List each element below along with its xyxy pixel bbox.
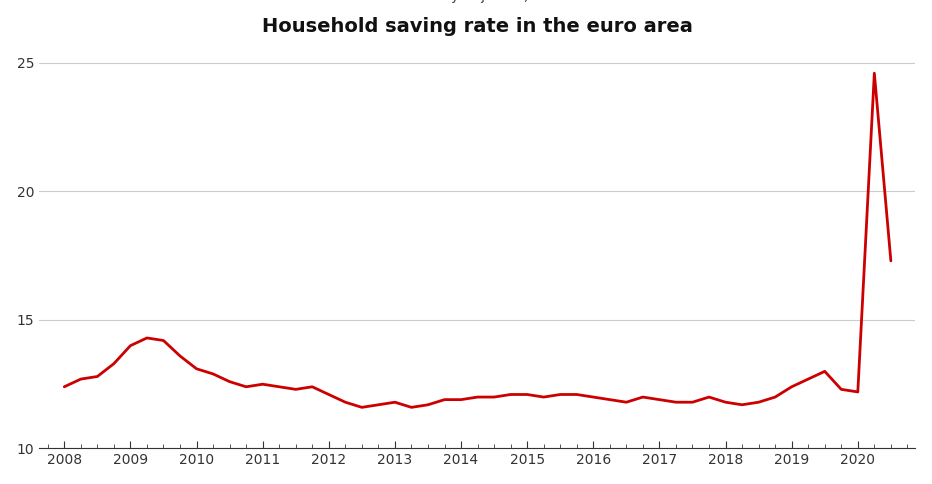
Title: Household saving rate in the euro area: Household saving rate in the euro area <box>262 16 692 36</box>
Text: seasonally adjusted, %: seasonally adjusted, % <box>386 0 546 3</box>
